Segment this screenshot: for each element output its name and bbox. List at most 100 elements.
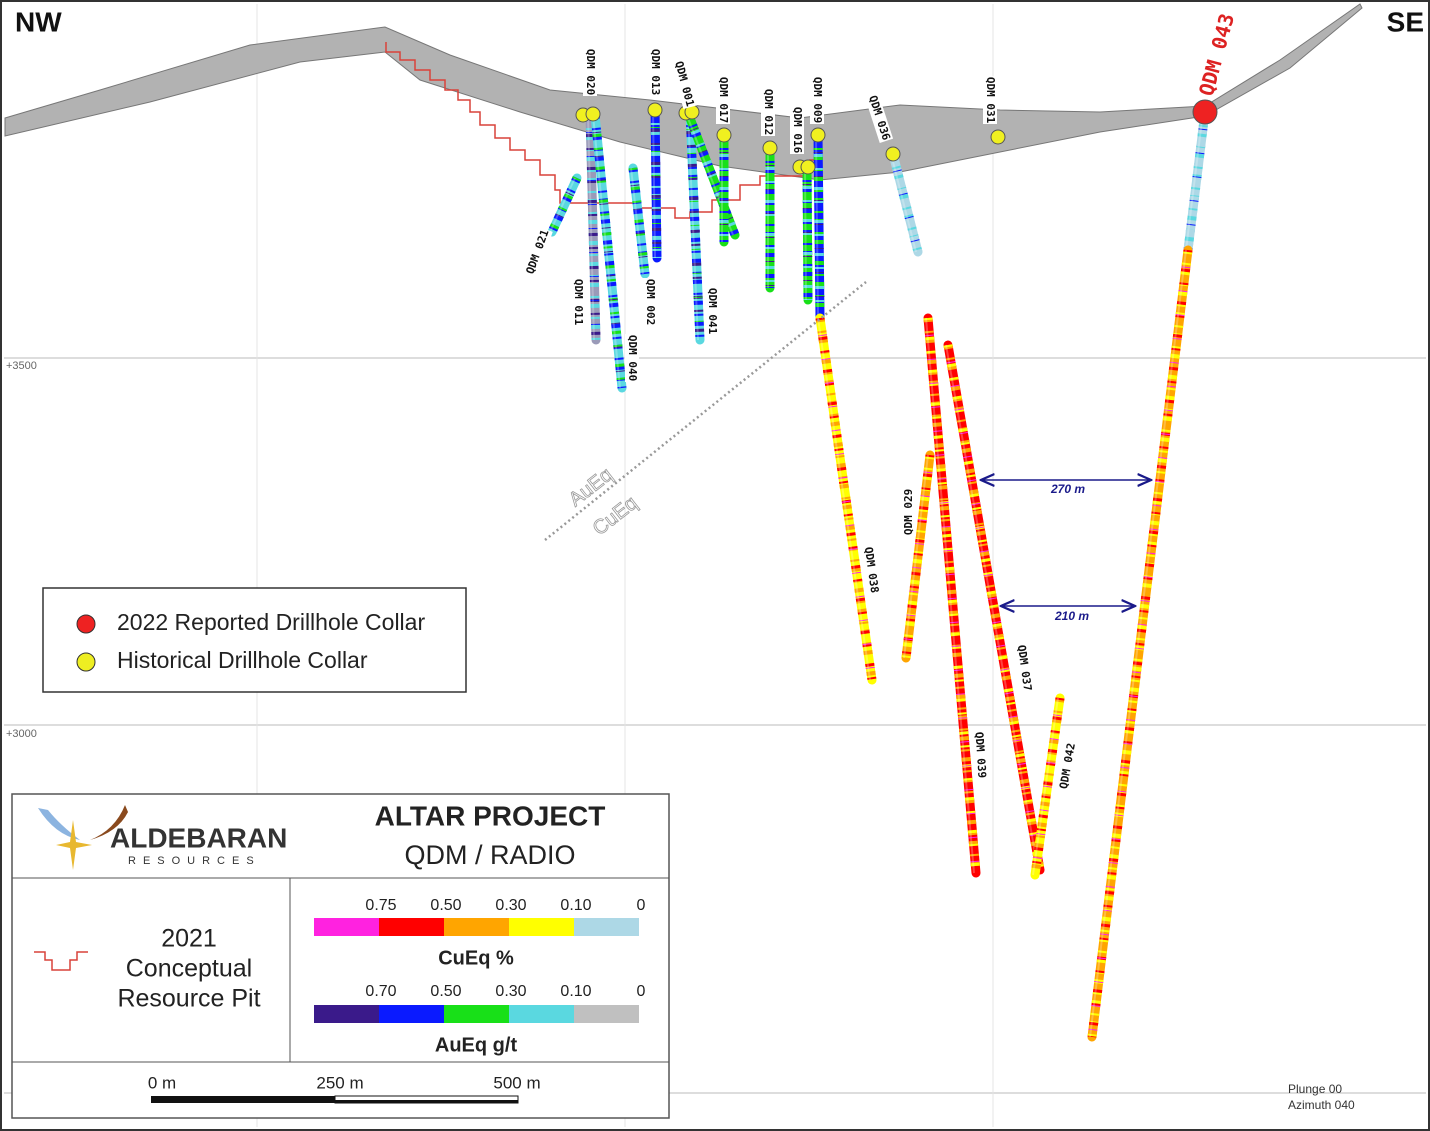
- drillhole-shine: [804, 166, 807, 301]
- drillhole-shine: [817, 317, 871, 681]
- drillhole-shine: [1185, 111, 1204, 251]
- scale-label: 500 m: [493, 1073, 540, 1092]
- drillhole-label: QDM 011: [572, 279, 585, 326]
- historical-collar: [990, 129, 1006, 145]
- drillhole-shine: [587, 114, 595, 341]
- drillhole-band: [888, 152, 923, 254]
- drillhole-band: [815, 317, 877, 681]
- label-bg: [1013, 643, 1035, 693]
- legend-label: 2022 Reported Drillhole Collar: [117, 609, 425, 635]
- scale-bar: [335, 1100, 518, 1103]
- label-bg: [810, 76, 824, 124]
- label-bg: [1056, 741, 1080, 791]
- pit-legend: 2021: [161, 925, 217, 953]
- drillhole-shine: [890, 153, 917, 253]
- direction-label: SE: [1387, 6, 1424, 37]
- scale-tick-label: 0.30: [495, 983, 526, 1000]
- label-bg: [523, 227, 553, 277]
- historical-collar: [810, 127, 826, 143]
- drillhole-band: [943, 344, 1045, 871]
- project-title: ALTAR PROJECT: [375, 800, 606, 831]
- title-box: [11, 793, 670, 1119]
- scale-title: AuEq g/t: [435, 1034, 518, 1056]
- pit-legend: Resource Pit: [117, 985, 260, 1013]
- historical-collar: [800, 159, 816, 175]
- label-bg: [790, 106, 804, 154]
- historical-collar: [585, 106, 601, 122]
- scale-swatch: [379, 1005, 444, 1023]
- pit-legend: Conceptual: [126, 955, 252, 983]
- scale-tick-label: 0: [637, 983, 646, 1000]
- drillhole-band: [1183, 111, 1210, 251]
- label-bg: [583, 48, 597, 96]
- reported-collar: [1192, 99, 1218, 125]
- drillhole-label: QDM 020: [584, 49, 597, 95]
- drillhole-band: [590, 114, 627, 389]
- drillhole-label: QDM 016: [791, 107, 804, 154]
- grade-scales: 0.75 0.50 0.30 0.10 0 0.70 0.50 0.30 0.10 0: [314, 897, 646, 1023]
- drillhole-band: [683, 111, 740, 237]
- drillhole-shine: [1089, 249, 1187, 1038]
- drillhole-label: QDM 009: [811, 77, 824, 123]
- historical-collar: [885, 146, 901, 162]
- drillhole-label: QDM 013: [649, 49, 662, 95]
- drillhole-band: [685, 111, 705, 341]
- drillhole-band: [1030, 697, 1065, 876]
- elevation-label: +3000: [6, 728, 37, 740]
- logo-mark: [90, 805, 128, 840]
- scale-label: 250 m: [316, 1073, 363, 1092]
- drillhole-label: QDM 012: [762, 89, 775, 135]
- label-bg: [571, 278, 585, 326]
- drillhole-band: [802, 166, 813, 301]
- label-bg: [716, 76, 730, 124]
- drillhole-shine: [549, 177, 576, 233]
- drillhole-band: [628, 167, 650, 275]
- elevation-label: +3500: [6, 360, 37, 372]
- label-bg: [671, 59, 697, 109]
- drillhole-label: QDM 040: [626, 335, 639, 381]
- scale-tick-label: 0.50: [430, 897, 461, 914]
- label-bg: [643, 278, 657, 326]
- historical-collar: [762, 140, 778, 156]
- scale-swatch: [509, 918, 574, 936]
- drillholes: [547, 105, 1210, 1042]
- scale-tick-label: 0.50: [430, 983, 461, 1000]
- label-bg: [971, 730, 989, 780]
- company-name: ALDEBARAN: [110, 822, 287, 853]
- drillhole-shine: [903, 454, 929, 659]
- drillhole-label: QDM 037: [1015, 644, 1034, 692]
- scale-swatch: [509, 1005, 574, 1023]
- title-block: ALDEBARAN RESOURCES ALTAR PROJECT QDM / …: [11, 793, 670, 1119]
- drillhole: [547, 173, 582, 237]
- drillhole-label: QDM 002: [644, 279, 657, 325]
- scale-tick-label: 0.75: [365, 897, 396, 914]
- scale-swatch: [314, 918, 379, 936]
- legend-marker: [76, 652, 96, 672]
- scale-tick-label: 0.10: [560, 897, 591, 914]
- drillhole-band: [650, 109, 662, 259]
- logo-star: [56, 820, 92, 870]
- scale-tick-label: 0.30: [495, 897, 526, 914]
- scale-swatch: [444, 1005, 509, 1023]
- drillhole-shine: [945, 344, 1039, 871]
- distance-label: 210 m: [1054, 609, 1089, 623]
- trend-line: [544, 281, 867, 541]
- legend-marker: [76, 614, 96, 634]
- legend-label: Historical Drillhole Collar: [117, 647, 368, 673]
- label-bg: [983, 76, 997, 124]
- historical-collar: [647, 102, 663, 118]
- scale-tick-label: 0: [637, 897, 646, 914]
- resource-pit: [385, 42, 821, 219]
- drillhole-band: [1087, 249, 1193, 1038]
- drillhole-shine: [592, 114, 621, 389]
- drillhole-shine: [815, 134, 819, 319]
- label-bg: [648, 48, 662, 96]
- drillhole-band: [923, 317, 981, 874]
- topography: [4, 3, 1363, 181]
- pit-symbol: [34, 951, 88, 971]
- drillhole-band: [1030, 697, 1065, 876]
- view-label: Plunge 00: [1288, 1082, 1342, 1096]
- scale-swatch: [574, 1005, 639, 1023]
- drillhole-band: [590, 114, 627, 389]
